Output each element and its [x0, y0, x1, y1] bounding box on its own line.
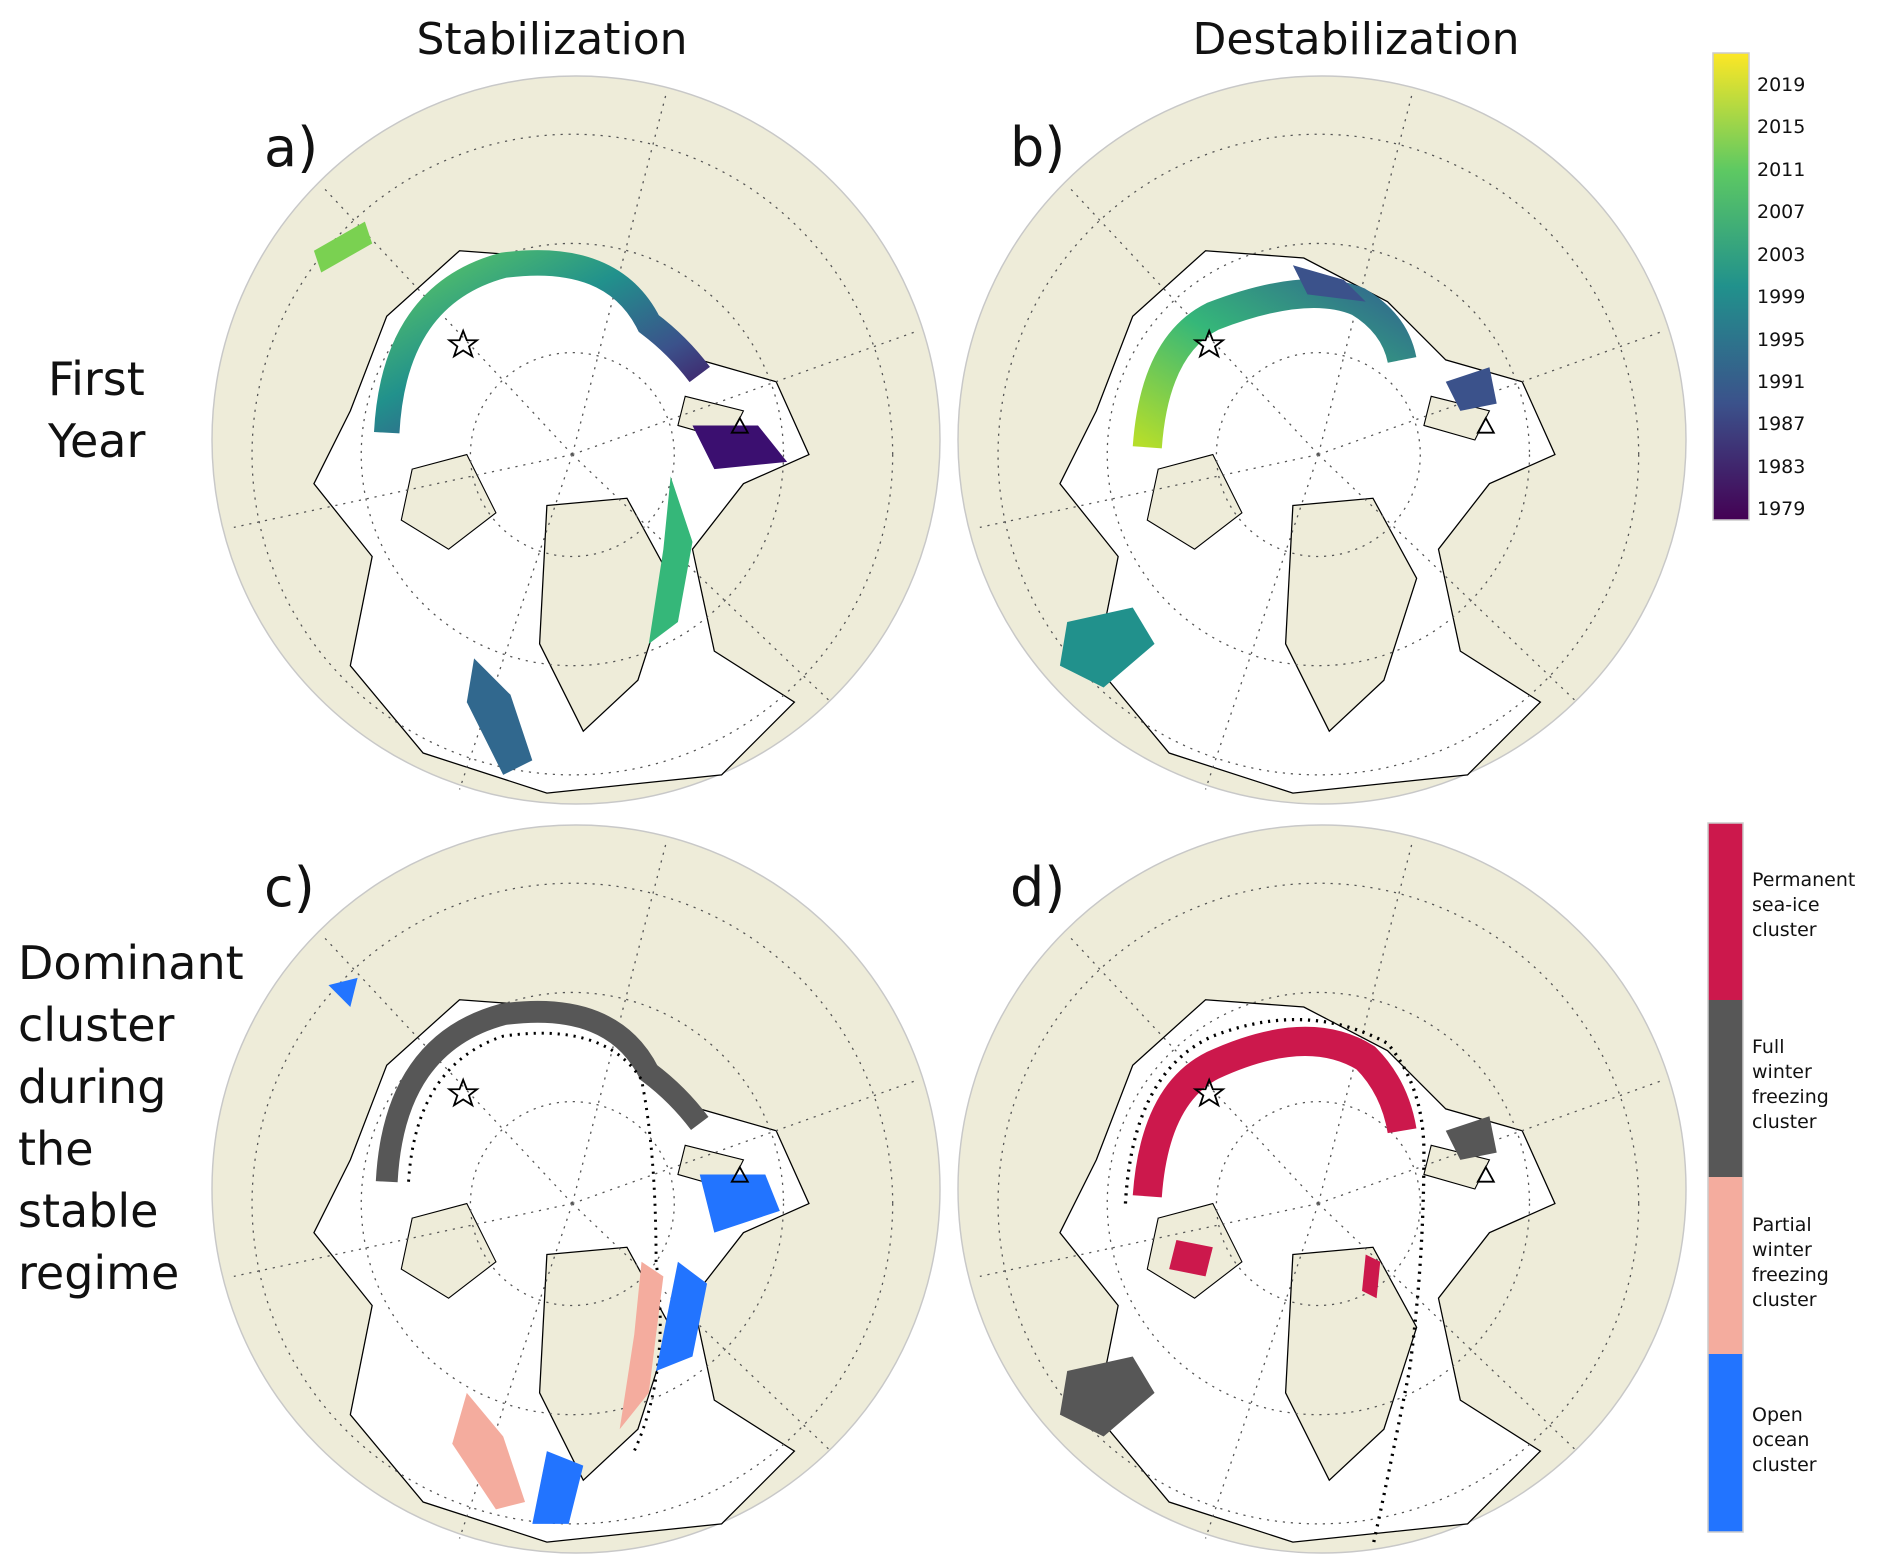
colorbar-tick: 2015	[1757, 116, 1806, 139]
first-year-stabilization-field	[373, 250, 710, 434]
panel-label-d: d)	[1010, 856, 1066, 919]
year-colorbar	[1712, 52, 1750, 521]
panel-label-b: b)	[1010, 116, 1066, 179]
colorbar-tick: 2007	[1757, 201, 1806, 224]
first-year-destabilization-barents	[1445, 367, 1497, 411]
cluster-legend-bar	[1707, 822, 1744, 1533]
map-panel-d	[957, 824, 1687, 1554]
partial-winter-freezing-east-greenland	[619, 1261, 664, 1430]
legend-label-full-winter: Full winter freezing cluster	[1752, 1036, 1829, 1133]
colorbar-tick: 2019	[1757, 73, 1806, 96]
full-winter-freezing-region	[375, 1000, 709, 1183]
open-ocean-labrador	[532, 1451, 584, 1524]
map-panel-a	[211, 75, 941, 805]
colorbar-tick: 1995	[1757, 328, 1806, 351]
colorbar-tick: 2003	[1757, 243, 1806, 266]
colorbar-tick: 1979	[1757, 498, 1806, 521]
row-label-line: the	[18, 1122, 94, 1176]
open-ocean-okhotsk	[328, 977, 358, 1007]
partial-winter-freezing-baffin	[452, 1392, 526, 1510]
legend-label-open-ocean: Open ocean cluster	[1752, 1404, 1817, 1476]
permanent-sea-ice-east-greenland	[1362, 1254, 1381, 1299]
open-ocean-greenland-sea	[656, 1261, 708, 1371]
first-year-stabilization-okhotsk	[313, 221, 373, 273]
row-label-line: regime	[18, 1246, 180, 1300]
first-year-destabilization-hudson	[1059, 607, 1155, 688]
colorbar-tick: 1991	[1757, 371, 1806, 394]
row-label-line: First	[48, 352, 145, 406]
row-label-line: during	[18, 1060, 167, 1114]
row-label-line: stable	[18, 1184, 159, 1238]
row-label-first-year: First Year	[48, 348, 145, 472]
first-year-stabilization-greenland-sea	[648, 476, 693, 644]
colorbar-tick: 1987	[1757, 413, 1806, 436]
column-title-destabilization: Destabilization	[1192, 14, 1520, 65]
first-year-destabilization-top	[1292, 265, 1366, 302]
panel-label-a: a)	[264, 116, 319, 179]
permanent-sea-ice-region	[1132, 1026, 1417, 1198]
first-year-stabilization-barents	[692, 425, 788, 470]
open-ocean-barents	[699, 1174, 780, 1233]
first-year-stabilization-baffin	[466, 658, 533, 775]
row-label-dominant-cluster: Dominant cluster during the stable regim…	[18, 932, 244, 1304]
map-panel-b	[957, 75, 1687, 805]
colorbar-tick: 1983	[1757, 455, 1806, 478]
full-winter-freezing-barents	[1445, 1116, 1497, 1160]
legend-label-partial-winter: Partial winter freezing cluster	[1752, 1214, 1829, 1311]
map-panel-c	[211, 824, 941, 1554]
permanent-sea-ice-archipelago	[1169, 1239, 1213, 1277]
column-title-stabilization: Stabilization	[416, 14, 688, 65]
full-winter-freezing-hudson	[1059, 1356, 1155, 1437]
row-label-line: Year	[48, 414, 146, 468]
panel-label-c: c)	[264, 856, 315, 919]
row-label-line: cluster	[18, 998, 175, 1052]
colorbar-tick: 2011	[1757, 158, 1806, 181]
colorbar-tick: 1999	[1757, 286, 1806, 309]
row-label-line: Dominant	[18, 936, 244, 990]
first-year-destabilization-field	[1132, 278, 1417, 449]
legend-label-permanent: Permanent sea-ice cluster	[1752, 869, 1856, 941]
